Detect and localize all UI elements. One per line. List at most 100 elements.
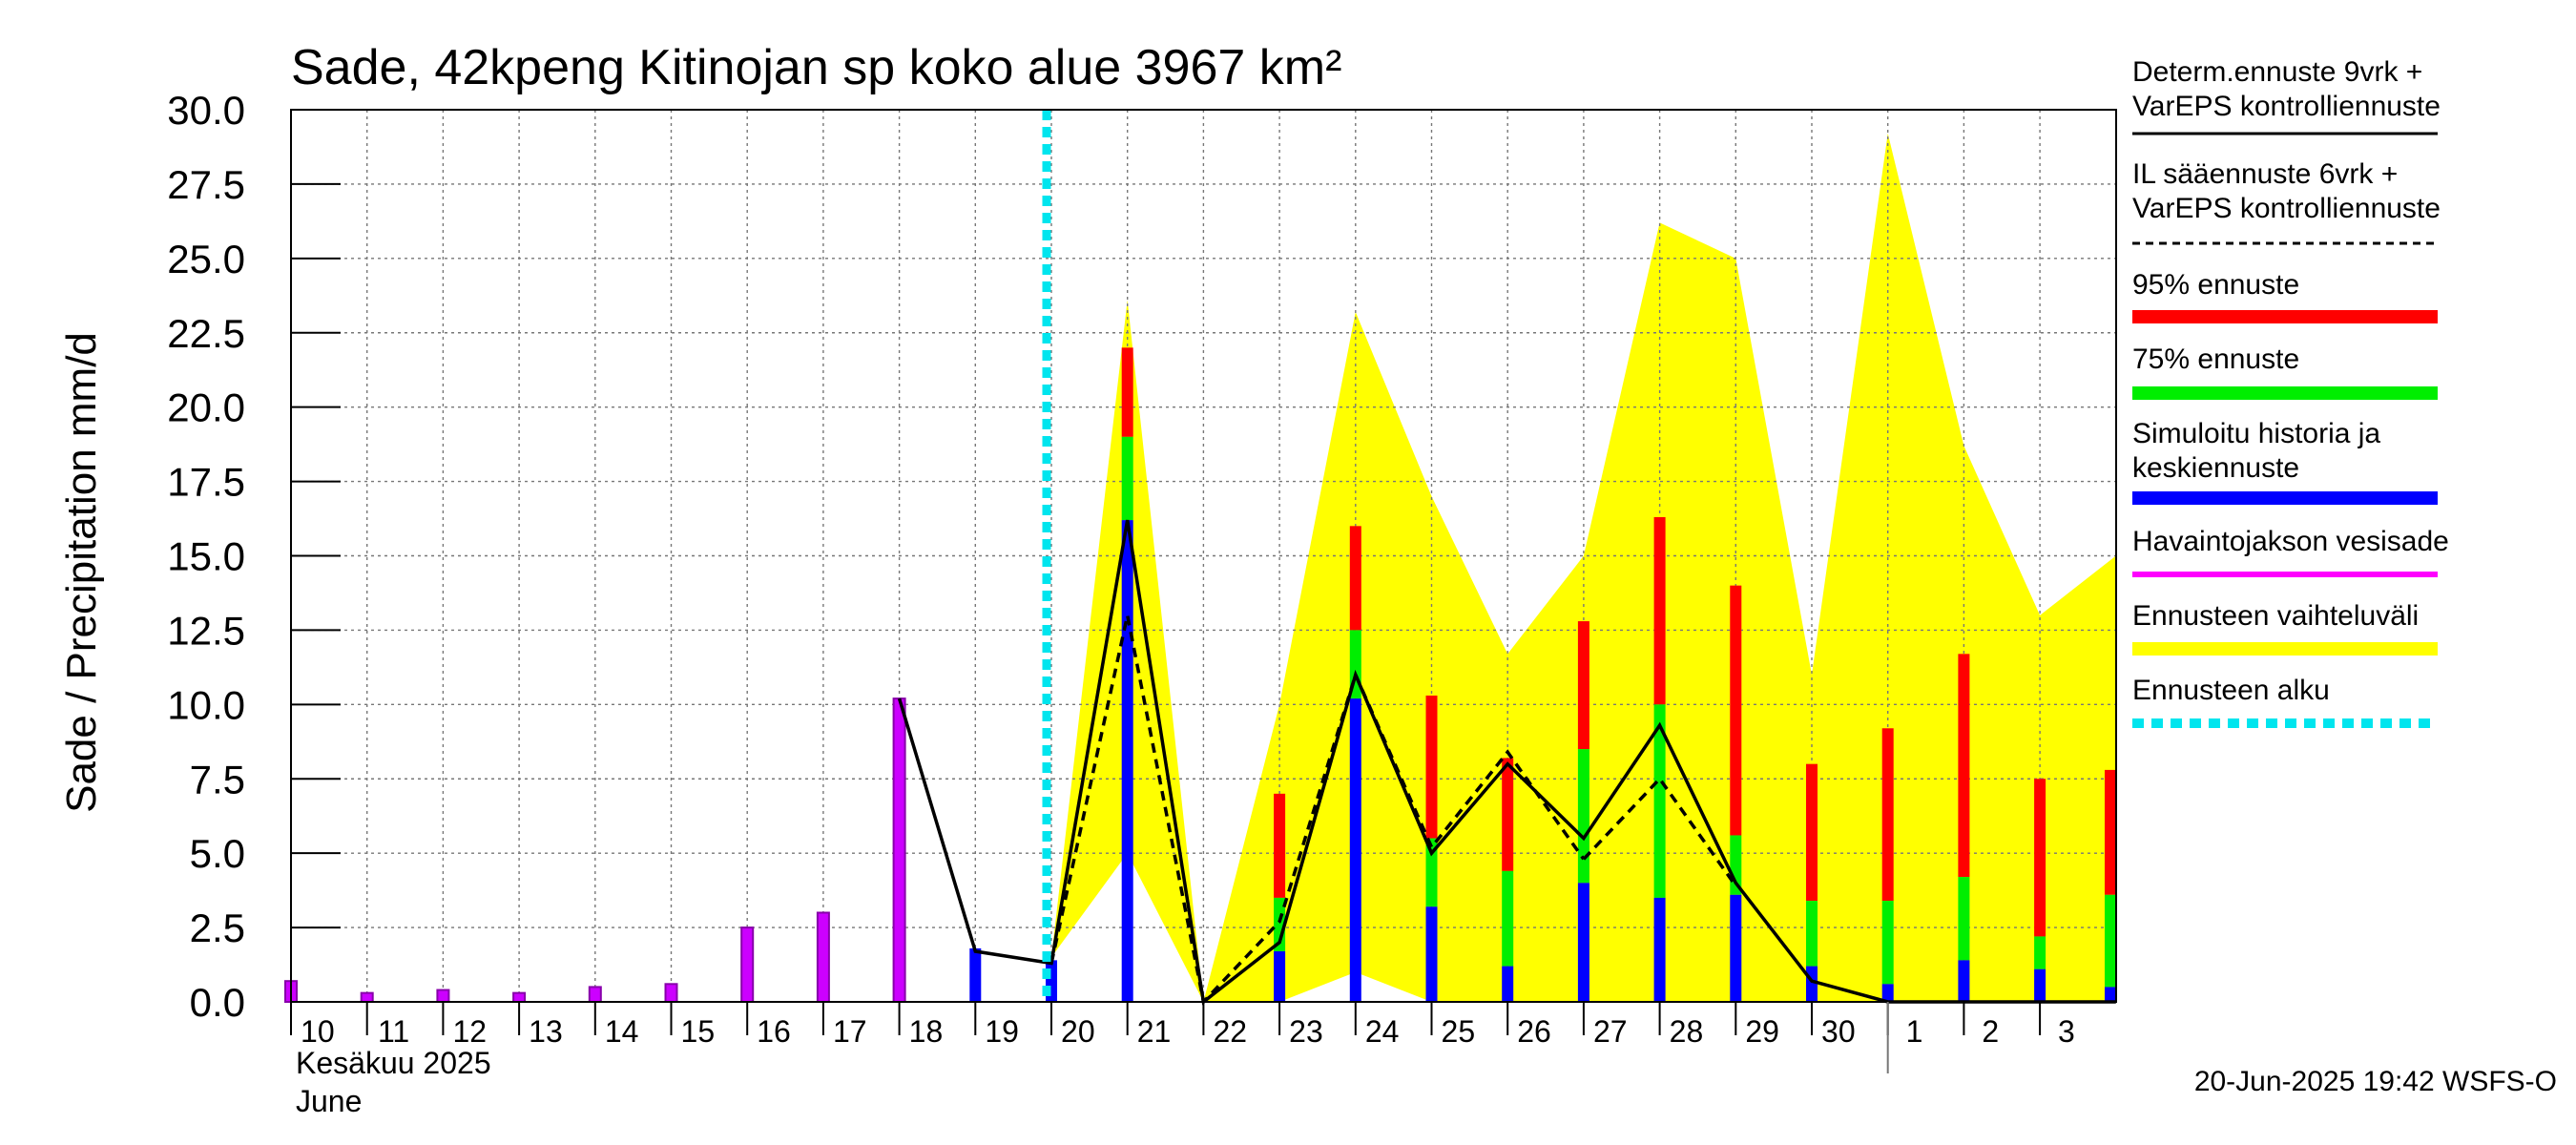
legend-label: Determ.ennuste 9vrk +: [2132, 56, 2422, 88]
legend-label-line2: keskiennuste: [2132, 452, 2299, 484]
forecast-mean-bar: [1730, 894, 1742, 1002]
x-tick-label: 28: [1670, 1014, 1704, 1049]
y-tick-label: 20.0: [167, 385, 245, 430]
forecast-95-bar: [1121, 347, 1133, 437]
forecast-mean-bar: [2034, 968, 2046, 1002]
legend-label: IL sääennuste 6vrk +: [2132, 158, 2398, 190]
legend-label-line2: VarEPS kontrolliennuste: [2132, 193, 2441, 224]
forecast-mean-bar: [1502, 966, 1514, 1002]
observed-precip-bar: [816, 911, 830, 1003]
forecast-75-bar: [1577, 749, 1589, 884]
forecast-95-bar: [1577, 621, 1589, 750]
x-tick-label: 30: [1821, 1014, 1856, 1049]
forecast-95-bar: [1958, 654, 1970, 878]
observed-precip-bar: [360, 991, 374, 1004]
forecast-95-bar: [1806, 763, 1818, 902]
forecast-75-bar: [1806, 901, 1818, 967]
y-tick-label: 12.5: [167, 608, 245, 653]
il-forecast-line-2: [1582, 776, 1737, 887]
x-tick-label: 19: [985, 1014, 1019, 1049]
x-tick-label: 20: [1061, 1014, 1095, 1049]
forecast-95-bar: [1274, 793, 1286, 898]
chart-title: Sade, 42kpeng Kitinojan sp koko alue 396…: [291, 40, 1341, 95]
y-tick-label: 10.0: [167, 682, 245, 727]
x-tick-label: 21: [1137, 1014, 1172, 1049]
x-tick-label: 11: [378, 1014, 409, 1049]
x-tick-label: 22: [1213, 1014, 1247, 1049]
legend-label: 95% ennuste: [2132, 269, 2299, 301]
legend-label: 75% ennuste: [2132, 344, 2299, 375]
forecast-mean-bar: [1881, 984, 1894, 1002]
y-tick-label: 30.0: [167, 88, 245, 133]
forecast-mean-bar: [1653, 897, 1666, 1002]
x-tick-label: 10: [301, 1014, 335, 1049]
y-tick-label: 27.5: [167, 162, 245, 207]
y-tick-label: 25.0: [167, 237, 245, 281]
y-tick-label: 0.0: [190, 980, 245, 1025]
timestamp-footer: 20-Jun-2025 19:42 WSFS-O: [2194, 1066, 2557, 1097]
x-tick-label: 15: [681, 1014, 716, 1049]
x-tick-label: 1: [1906, 1014, 1923, 1049]
forecast-mean-bar: [1577, 883, 1589, 1002]
legend-label-line2: VarEPS kontrolliennuste: [2132, 91, 2441, 122]
forecast-mean-bar: [1274, 951, 1286, 1002]
forecast-75-bar: [2105, 894, 2116, 988]
forecast-75-bar: [1881, 901, 1894, 985]
forecast-75-bar: [1653, 704, 1666, 898]
y-tick-label: 2.5: [190, 906, 245, 950]
x-tick-label: 29: [1745, 1014, 1779, 1049]
forecast-mean-bar: [1806, 966, 1818, 1002]
x-tick-label: 2: [1982, 1014, 1999, 1049]
forecast-mean-bar: [1425, 906, 1438, 1002]
y-tick-label: 22.5: [167, 311, 245, 356]
legend-label: Ennusteen vaihteluväli: [2132, 600, 2419, 632]
legend-label: Simuloitu historia ja: [2132, 418, 2380, 449]
observed-precip-bar: [588, 986, 602, 1003]
x-tick-label: 16: [757, 1014, 791, 1049]
x-tick-label: 23: [1289, 1014, 1323, 1049]
forecast-95-bar: [2034, 779, 2046, 937]
x-tick-label: 12: [452, 1014, 487, 1049]
x-tick-label: 24: [1365, 1014, 1400, 1049]
forecast-95-bar: [1653, 516, 1666, 705]
observed-precip-bar: [740, 926, 755, 1003]
il-forecast-line: [1049, 614, 1586, 1006]
forecast-95-bar: [1502, 758, 1514, 871]
y-tick-label: 5.0: [190, 831, 245, 876]
forecast-range-area: [1051, 133, 2116, 1002]
observed-precip-bar: [512, 991, 527, 1004]
forecast-range-polygon: [1051, 133, 2116, 1002]
observed-precip-bar: [436, 989, 450, 1003]
forecast-95-bar: [1425, 695, 1438, 839]
y-axis-label: Sade / Precipitation mm/d: [58, 332, 105, 813]
y-tick-label: 15.0: [167, 534, 245, 579]
x-tick-label: 17: [833, 1014, 867, 1049]
x-tick-label: 18: [909, 1014, 944, 1049]
axes: 0.0 2.5 5.0 7.5 10.0 12.5 15.0 17.5 20.0 22.5 25.0…: [167, 88, 2117, 1073]
x-tick-label: 25: [1442, 1014, 1476, 1049]
x-tick-label: 13: [529, 1014, 563, 1049]
legend-label: Havaintojakson vesisade: [2132, 526, 2449, 557]
forecast-75-bar: [1958, 877, 1970, 961]
forecast-95-bar: [1730, 585, 1742, 836]
forecast-75-bar: [1425, 838, 1438, 907]
forecast-75-bar: [1121, 436, 1133, 521]
x-tick-label: 27: [1593, 1014, 1628, 1049]
legend: Determ.ennuste 9vrk +VarEPS kontrollienn…: [2132, 56, 2449, 728]
legend-label: Ennusteen alku: [2132, 675, 2330, 706]
month-label-en: June: [296, 1084, 362, 1118]
forecast-mean-bar: [1121, 520, 1133, 1002]
forecast-95-bar: [1349, 526, 1361, 631]
forecast-mean-bar: [1958, 960, 1970, 1002]
x-tick-label: 14: [605, 1014, 639, 1049]
x-tick-label: 26: [1517, 1014, 1551, 1049]
forecast-75-bar: [1502, 870, 1514, 967]
bars: [284, 347, 2116, 1004]
forecast-75-bar: [2034, 936, 2046, 969]
y-tick-label: 17.5: [167, 460, 245, 505]
forecast-mean-bar: [1349, 698, 1361, 1002]
month-label-fi: Kesäkuu 2025: [296, 1046, 491, 1080]
y-tick-label: 7.5: [190, 757, 245, 802]
x-tick-label: 3: [2058, 1014, 2075, 1049]
